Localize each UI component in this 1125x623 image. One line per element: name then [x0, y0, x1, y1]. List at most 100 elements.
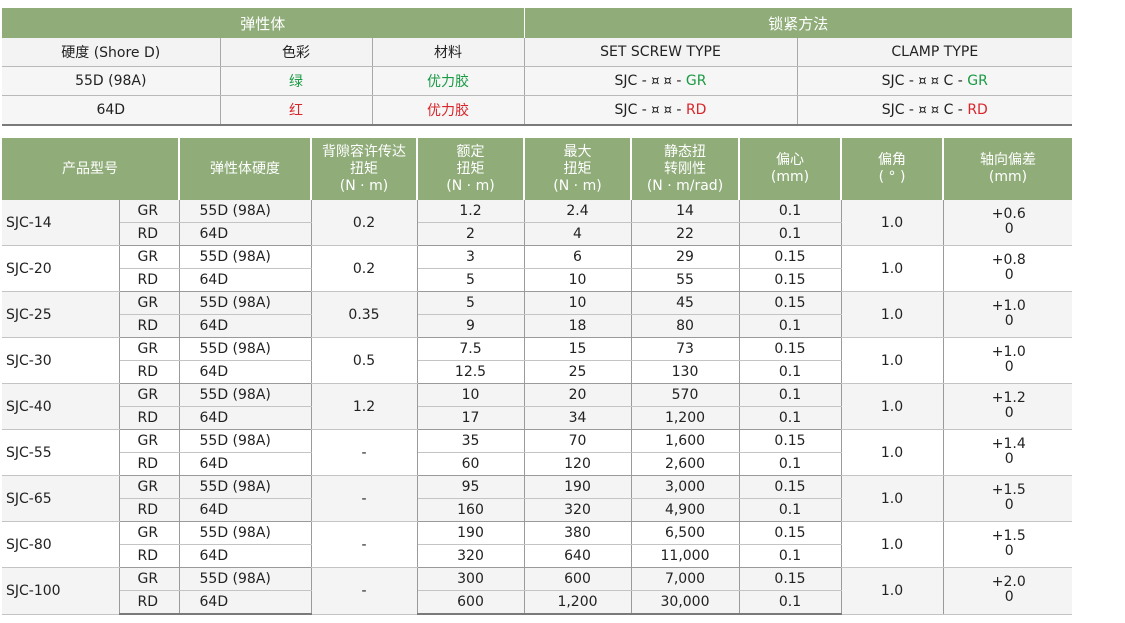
hardness-cell: 64D [179, 452, 312, 476]
tolerance-lower: 0 [1004, 220, 1014, 237]
elastomer-code-cell: GR [119, 383, 180, 407]
locking-method-group-header: 锁紧方法 [524, 8, 1073, 38]
max-torque-cell: 70 [524, 429, 632, 453]
stiffness-cell: 29 [631, 245, 740, 269]
axial-deviation-cell: +0.6 0 [943, 200, 1072, 246]
header-line: 扭矩 [456, 160, 485, 177]
elastomer-code-cell: GR [119, 429, 180, 453]
tolerance-upper: +1.0 [991, 343, 1026, 360]
max-torque-cell: 10 [524, 268, 632, 292]
table-row: RD 64D 2 4 22 0.1 [2, 222, 1072, 246]
stiffness-cell: 1,200 [631, 406, 740, 430]
model-cell: SJC-14 [2, 200, 120, 246]
backlash-torque-cell: 0.35 [311, 291, 418, 338]
tolerance-lower: 0 [1004, 588, 1014, 605]
col-header-backlash-torque: 背隙容许传达 扭矩 (N · m) [311, 138, 418, 200]
tolerance-upper: +1.2 [991, 389, 1026, 406]
elastomer-code-cell: GR [119, 245, 180, 269]
axial-deviation-cell: +1.0 0 [943, 291, 1072, 338]
angle-cell: 1.0 [841, 429, 944, 476]
elastomer-code-cell: GR [119, 475, 180, 499]
header-line: 轴向偏差 [980, 152, 1036, 168]
backlash-torque-cell: 0.2 [311, 245, 418, 292]
color-subheader: 色彩 [220, 38, 373, 67]
backlash-torque-cell: 0.5 [311, 337, 418, 384]
max-torque-cell: 320 [524, 498, 632, 522]
table-row: RD 64D 600 1,200 30,000 0.1 [2, 590, 1072, 615]
stiffness-cell: 14 [631, 200, 740, 223]
col-header-model: 产品型号 [2, 138, 180, 200]
max-torque-cell: 380 [524, 521, 632, 545]
table-row: RD 64D 60 120 2,600 0.1 [2, 452, 1072, 476]
rated-torque-cell: 5 [417, 291, 525, 315]
table-row: RD 64D 12.5 25 130 0.1 [2, 360, 1072, 384]
angle-cell: 1.0 [841, 337, 944, 384]
header-line: 背隙容许传达 [322, 143, 406, 160]
max-torque-cell: 20 [524, 383, 632, 407]
angle-cell: 1.0 [841, 291, 944, 338]
set-screw-subheader: SET SCREW TYPE [524, 38, 798, 67]
model-group: SJC-40 GR 55D (98A) 1.2 10 20 570 0.1 1.0 +1.2 0 RD… [2, 383, 1072, 430]
eccentricity-cell: 0.1 [739, 590, 842, 615]
rated-torque-cell: 3 [417, 245, 525, 269]
tolerance-lower: 0 [1004, 358, 1014, 375]
elastomer-code-cell: GR [119, 567, 180, 591]
max-torque-cell: 6 [524, 245, 632, 269]
tolerance-upper: +1.5 [991, 481, 1026, 498]
hardness-cell: 55D (98A) [179, 291, 312, 315]
col-header-rated-torque: 额定 扭矩 (N · m) [417, 138, 525, 200]
elastomer-code-cell: RD [119, 406, 180, 430]
tolerance-upper: +0.8 [991, 251, 1026, 268]
elastomer-locking-table: 弹性体 锁紧方法 硬度 (Shore D) 色彩 材料 SET SCREW TY… [2, 8, 1073, 126]
table-row: SJC-55 GR 55D (98A) -35 70 1,600 0.15 1.0 +1.4 0 [2, 429, 1072, 476]
backlash-torque-cell: - [311, 429, 418, 476]
hardness-cell: 64D [179, 268, 312, 292]
hardness-cell: 55D (98A) [179, 521, 312, 545]
model-group: SJC-14 GR 55D (98A) 0.2 1.2 2.4 14 0.1 1.0 +0.6 0 R… [2, 200, 1072, 246]
stiffness-cell: 570 [631, 383, 740, 407]
col-header-axial-deviation: 轴向偏差 (mm) [943, 138, 1072, 200]
model-cell: SJC-55 [2, 429, 120, 476]
coupling-spec-table: 产品型号 弹性体硬度 背隙容许传达 扭矩 (N · m) 额定 扭矩 (N · m) 最… [2, 138, 1072, 615]
elastomer-code-cell: RD [119, 268, 180, 292]
hardness-cell: 55D (98A) [179, 245, 312, 269]
eccentricity-cell: 0.1 [739, 200, 842, 223]
axial-deviation-cell: +1.4 0 [943, 429, 1072, 476]
elastomer-code-cell: RD [119, 590, 180, 615]
set-screw-code: SJC - ¤ ¤ - RD [524, 95, 798, 126]
model-group: SJC-20 GR 55D (98A) 0.2 3 6 29 0.15 1.0 +0.8 0 RD 64… [2, 245, 1072, 292]
rated-torque-cell: 35 [417, 429, 525, 453]
table-row: RD 64D 5 10 55 0.15 [2, 268, 1072, 292]
max-torque-cell: 10 [524, 291, 632, 315]
tolerance-value: +1.4 0 [988, 433, 1028, 469]
rated-torque-cell: 7.5 [417, 337, 525, 361]
angle-cell: 1.0 [841, 475, 944, 522]
eccentricity-cell: 0.1 [739, 406, 842, 430]
eccentricity-cell: 0.1 [739, 498, 842, 522]
model-cell: SJC-40 [2, 383, 120, 430]
max-torque-cell: 120 [524, 452, 632, 476]
model-cell: SJC-25 [2, 291, 120, 338]
tolerance-upper: +2.0 [991, 573, 1026, 590]
table-row: SJC-80 GR 55D (98A) -190 380 6,500 0.15 1.0 +1.5… [2, 521, 1072, 568]
hardness-cell: 64D [179, 406, 312, 430]
table-row: SJC-14 GR 55D (98A) 0.2 1.2 2.4 14 0.1 1.0 +0.6 0 [2, 200, 1072, 246]
model-cell: SJC-30 [2, 337, 120, 384]
header-line: ( ° ) [878, 169, 906, 185]
col-header-static-stiffness: 静态扭 转刚性 (N · m/rad) [631, 138, 740, 200]
eccentricity-cell: 0.15 [739, 245, 842, 269]
stiffness-cell: 80 [631, 314, 740, 338]
elastomer-code-cell: RD [119, 360, 180, 384]
header-line: 偏角 [878, 152, 906, 168]
max-torque-cell: 15 [524, 337, 632, 361]
hardness-cell: 64D [179, 222, 312, 246]
angle-cell: 1.0 [841, 200, 944, 246]
model-group: SJC-65 GR 55D (98A) -95 190 3,000 0.15 1.0 +1.5 0… [2, 475, 1072, 522]
hardness-cell: 55D (98A) [179, 200, 312, 223]
hardness-cell: 64D [179, 360, 312, 384]
rated-torque-cell: 17 [417, 406, 525, 430]
model-group: SJC-100 GR 55D (98A) -300 600 7,000 0.15 1.0 +2.… [2, 567, 1072, 615]
header-line: 额定 [456, 143, 485, 160]
max-torque-cell: 2.4 [524, 200, 632, 223]
eccentricity-cell: 0.15 [739, 268, 842, 292]
